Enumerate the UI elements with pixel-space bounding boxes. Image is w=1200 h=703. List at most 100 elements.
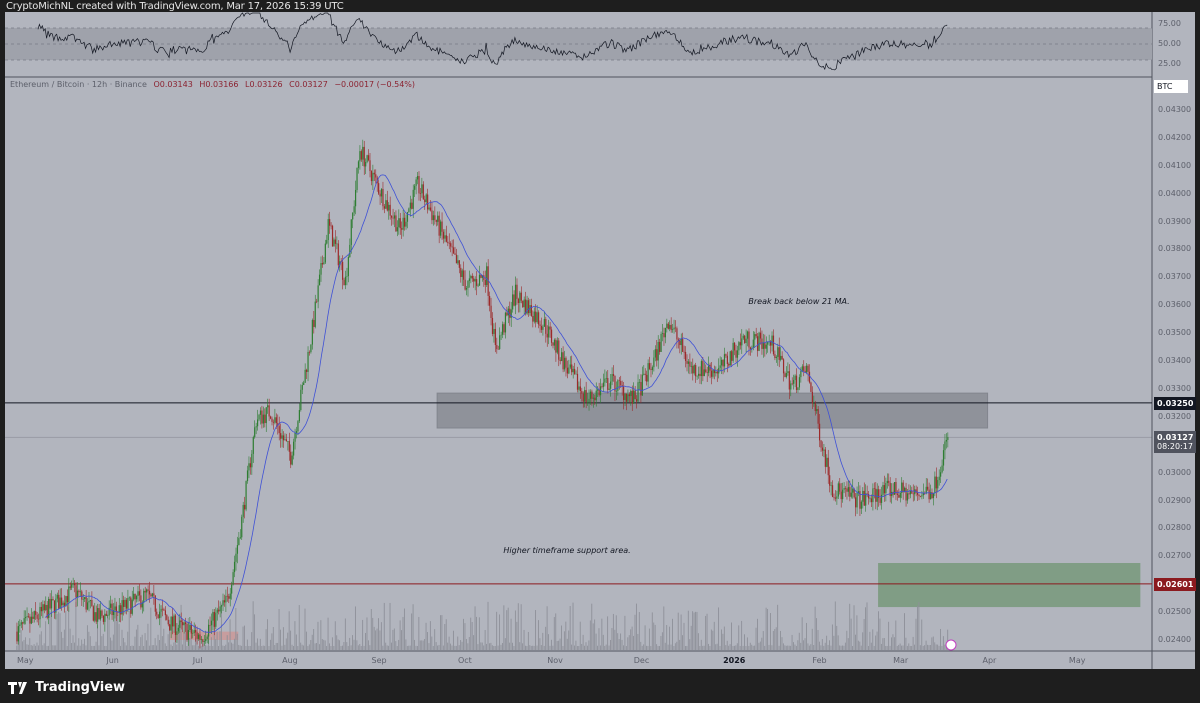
candle-body: [118, 605, 120, 613]
volume-bar: [130, 645, 132, 650]
candle-body: [476, 279, 478, 286]
candle-body: [602, 382, 605, 387]
volume-bar: [595, 633, 597, 650]
volume-bar: [81, 639, 83, 650]
candle-body: [356, 167, 358, 190]
candle-body: [107, 615, 109, 617]
volume-bar: [465, 638, 467, 650]
volume-bar: [153, 645, 155, 650]
volume-bar: [731, 622, 732, 650]
candle-body: [512, 294, 514, 310]
candle-body: [473, 278, 475, 282]
volume-bar: [375, 630, 377, 650]
volume-bar: [672, 618, 673, 650]
price-level-tag[interactable]: 0.02601: [1154, 577, 1197, 591]
candle-body: [601, 386, 603, 387]
candle-body: [183, 622, 185, 626]
candle-body: [17, 626, 19, 642]
volume-bar: [576, 645, 578, 650]
currency-label[interactable]: BTC: [1154, 80, 1188, 93]
volume-bar: [56, 613, 58, 650]
candle-body: [372, 172, 374, 182]
volume-bar: [752, 645, 754, 650]
candle-body: [566, 367, 569, 374]
candle-body: [160, 608, 162, 612]
price-tick-label: 0.04000: [1158, 188, 1192, 198]
volume-bar: [867, 645, 869, 650]
candle-body: [635, 399, 638, 402]
volume-bar: [529, 645, 531, 650]
price-level-tag[interactable]: 0.03250: [1154, 396, 1197, 410]
volume-bar: [674, 643, 676, 650]
candle-body: [46, 604, 48, 618]
volume-bar: [22, 641, 24, 650]
volume-bar: [579, 621, 581, 650]
candle-body: [424, 199, 426, 203]
time-tick-label: Dec: [633, 656, 650, 665]
volume-bar: [42, 645, 44, 650]
volume-bar: [486, 643, 488, 650]
candle-body: [213, 611, 215, 627]
volume-bar: [480, 642, 482, 650]
volume-bar: [895, 620, 897, 650]
volume-bar: [95, 641, 97, 650]
candle-body: [944, 441, 946, 451]
candle-body: [703, 369, 705, 377]
volume-bar: [146, 640, 147, 650]
volume-bar: [771, 645, 773, 650]
volume-bar: [788, 645, 790, 650]
volume-bar: [379, 630, 381, 650]
candle-body: [267, 405, 269, 408]
candle-body: [396, 227, 398, 232]
volume-bar: [192, 645, 194, 650]
volume-bar: [320, 620, 322, 650]
volume-bar: [422, 640, 424, 650]
candle-body: [380, 188, 383, 197]
volume-bar: [702, 645, 704, 650]
volume-bar: [563, 631, 565, 650]
candle-body: [898, 494, 900, 498]
candle-body: [615, 390, 618, 392]
volume-bar: [659, 646, 660, 650]
volume-bar: [599, 645, 601, 650]
candle-body: [342, 261, 344, 280]
volume-bar: [664, 642, 666, 650]
candle-body: [193, 630, 195, 634]
candle-body: [793, 380, 795, 384]
time-tick-label: Feb: [812, 656, 827, 665]
candle-body: [781, 355, 783, 360]
volume-bar: [801, 617, 803, 650]
symbol-legend: Ethereum / Bitcoin · 12h · Binance O0.03…: [10, 80, 415, 89]
volume-bar: [898, 644, 900, 650]
volume-bar: [640, 641, 642, 650]
candle-body: [367, 155, 370, 161]
candle-body: [344, 276, 347, 286]
candle-body: [594, 397, 596, 401]
chart-panel[interactable]: [5, 12, 1195, 669]
volume-bar: [438, 644, 440, 650]
volume-bar: [391, 642, 392, 650]
candle-body: [830, 485, 832, 486]
chart-annotation[interactable]: Break back below 21 MA.: [748, 297, 850, 307]
volume-bar: [415, 645, 417, 650]
candle-body: [110, 603, 112, 608]
volume-bar: [785, 645, 787, 650]
volume-bar: [660, 635, 662, 650]
volume-bar: [738, 625, 740, 650]
candle-body: [490, 305, 492, 318]
candle-body: [229, 593, 231, 599]
volume-bar: [597, 645, 598, 650]
volume-bar: [135, 629, 137, 650]
volume-bar: [473, 635, 475, 650]
price-level-tag[interactable]: 0.03127 08:20:17: [1154, 431, 1197, 454]
candle-body: [484, 280, 486, 286]
volume-bar: [647, 645, 649, 650]
volume-bar: [164, 643, 166, 650]
chart-annotation[interactable]: Higher timeframe support area.: [503, 545, 631, 555]
candle-body: [696, 375, 698, 377]
volume-bar: [902, 645, 904, 650]
volume-bar: [88, 631, 90, 650]
volume-bar: [794, 644, 796, 650]
candle-body: [238, 538, 240, 546]
